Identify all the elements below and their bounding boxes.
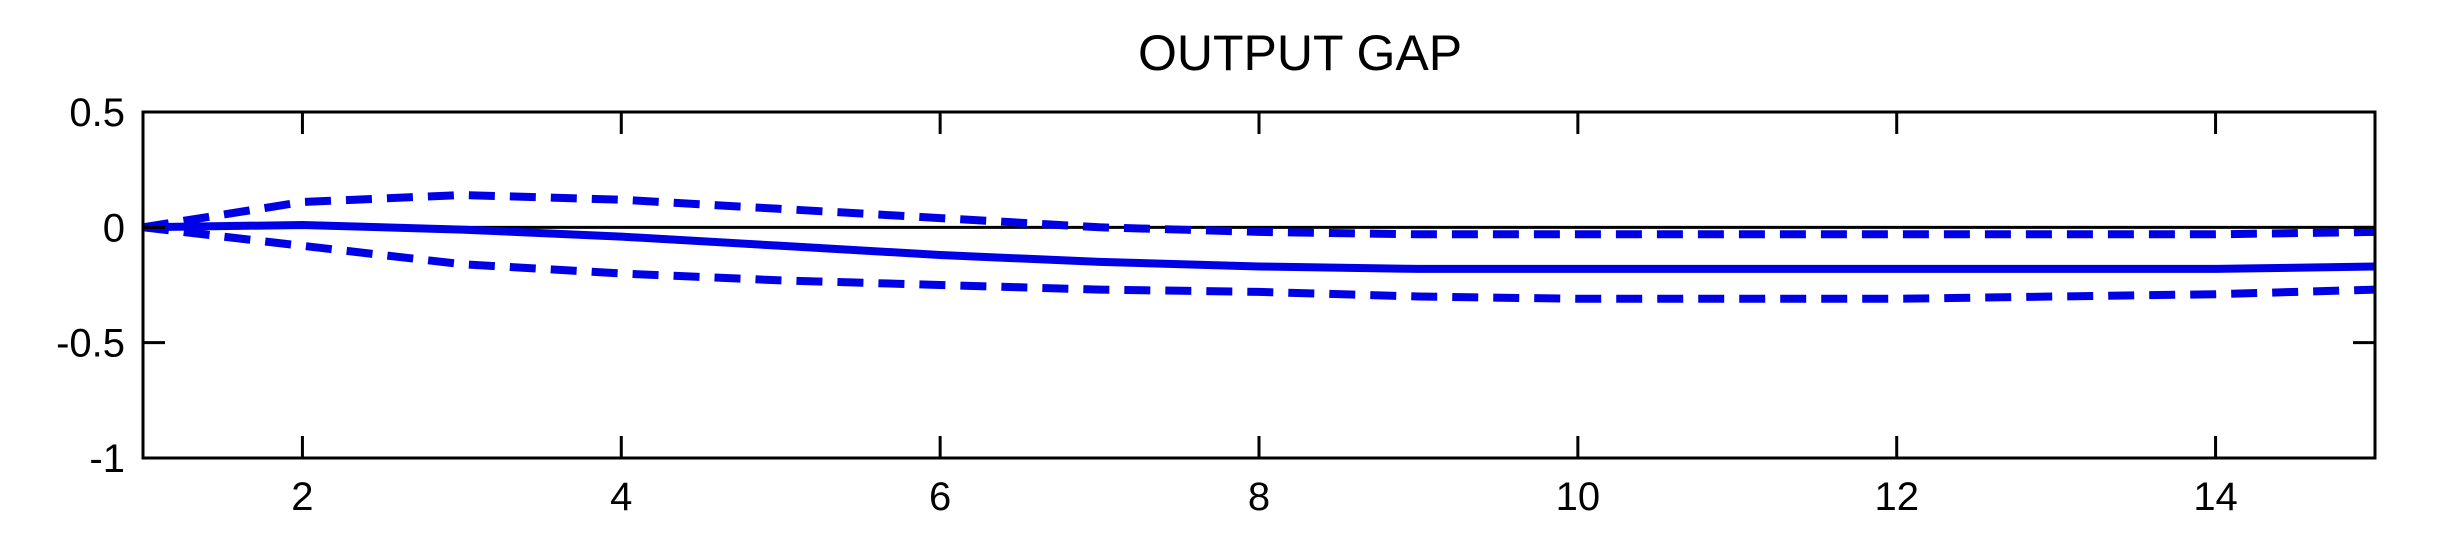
x-tick-label: 6 <box>929 475 951 519</box>
x-tick-label: 2 <box>291 475 313 519</box>
series-line-lower-band <box>142 223 2376 303</box>
series-line-upper-band <box>142 191 2376 239</box>
x-tick-label: 8 <box>1248 475 1270 519</box>
x-tick-label: 10 <box>1556 475 1601 519</box>
x-tick-label: 14 <box>2193 475 2238 519</box>
y-tick-label: 0 <box>103 206 125 250</box>
y-tick-label: -0.5 <box>56 322 125 366</box>
y-tick-label: -1 <box>89 437 125 481</box>
series-line-median <box>142 221 2376 273</box>
y-tick-label: 0.5 <box>69 91 125 135</box>
chart-title: OUTPUT GAP <box>1138 25 1462 81</box>
plot-frame <box>141 110 2377 460</box>
x-tick-label: 12 <box>1874 475 1919 519</box>
x-tick-label: 4 <box>610 475 632 519</box>
